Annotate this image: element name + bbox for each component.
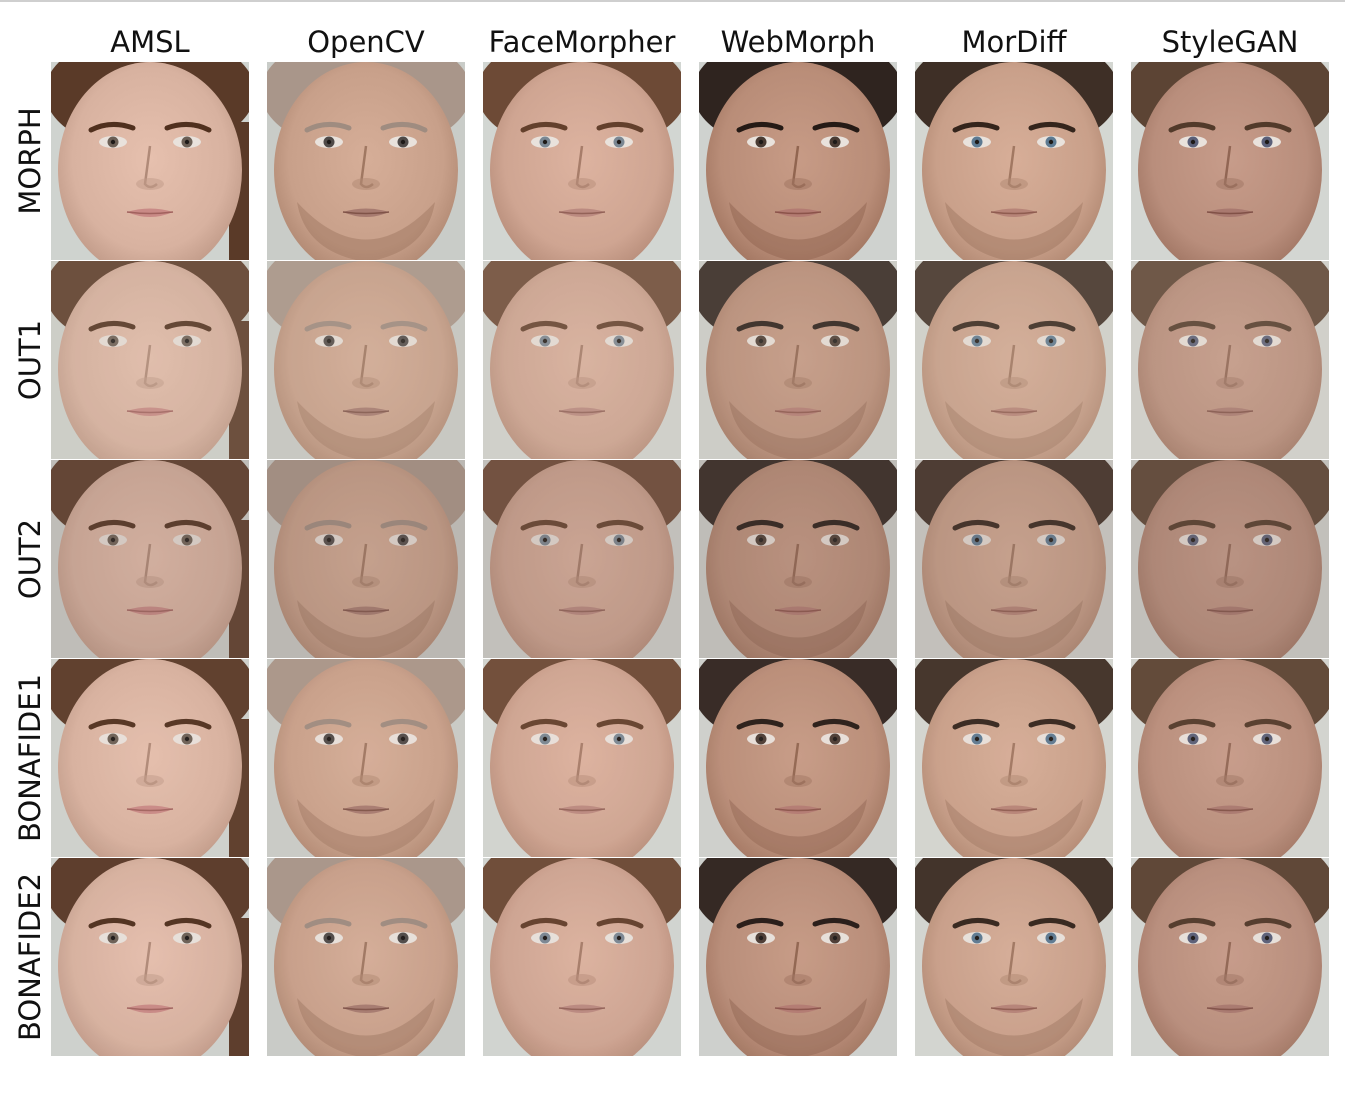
face-image-bonafide1-mordiff — [915, 659, 1113, 857]
face-image-out1-webmorph — [699, 261, 897, 459]
column-header-mordiff: MorDiff — [961, 25, 1067, 59]
row-label-bonafide1: BONAFIDE1 — [13, 673, 47, 843]
face-image-out1-mordiff — [915, 261, 1113, 459]
face-image-out1-opencv — [267, 261, 465, 459]
column-header-opencv: OpenCV — [307, 25, 425, 59]
row-label-out2: OUT2 — [13, 518, 47, 600]
column-header-webmorph: WebMorph — [720, 25, 876, 59]
face-image-morph-stylegan — [1131, 62, 1329, 260]
face-image-out1-stylegan — [1131, 261, 1329, 459]
row-label-out1: OUT1 — [13, 319, 47, 401]
face-image-out1-facemorpher — [483, 261, 681, 459]
face-image-out2-webmorph — [699, 460, 897, 658]
top-rule — [0, 0, 1345, 2]
column-header-stylegan: StyleGAN — [1161, 25, 1299, 59]
face-image-out1-amsl — [51, 261, 249, 459]
face-image-bonafide1-stylegan — [1131, 659, 1329, 857]
face-image-out2-stylegan — [1131, 460, 1329, 658]
row-label-bonafide2: BONAFIDE2 — [13, 872, 47, 1042]
face-image-morph-facemorpher — [483, 62, 681, 260]
face-image-bonafide1-opencv — [267, 659, 465, 857]
face-image-morph-opencv — [267, 62, 465, 260]
face-image-out2-amsl — [51, 460, 249, 658]
face-image-morph-amsl — [51, 62, 249, 260]
face-image-bonafide2-amsl — [51, 858, 249, 1056]
face-image-morph-mordiff — [915, 62, 1113, 260]
face-image-bonafide2-mordiff — [915, 858, 1113, 1056]
face-image-bonafide1-webmorph — [699, 659, 897, 857]
face-image-out2-mordiff — [915, 460, 1113, 658]
face-image-out2-facemorpher — [483, 460, 681, 658]
face-image-out2-opencv — [267, 460, 465, 658]
face-image-bonafide2-webmorph — [699, 858, 897, 1056]
face-image-bonafide2-opencv — [267, 858, 465, 1056]
face-image-bonafide2-stylegan — [1131, 858, 1329, 1056]
face-image-bonafide1-facemorpher — [483, 659, 681, 857]
face-image-morph-webmorph — [699, 62, 897, 260]
row-label-morph: MORPH — [13, 107, 47, 215]
column-header-amsl: AMSL — [110, 25, 190, 59]
face-image-bonafide1-amsl — [51, 659, 249, 857]
column-header-facemorpher: FaceMorpher — [488, 25, 676, 59]
face-image-bonafide2-facemorpher — [483, 858, 681, 1056]
